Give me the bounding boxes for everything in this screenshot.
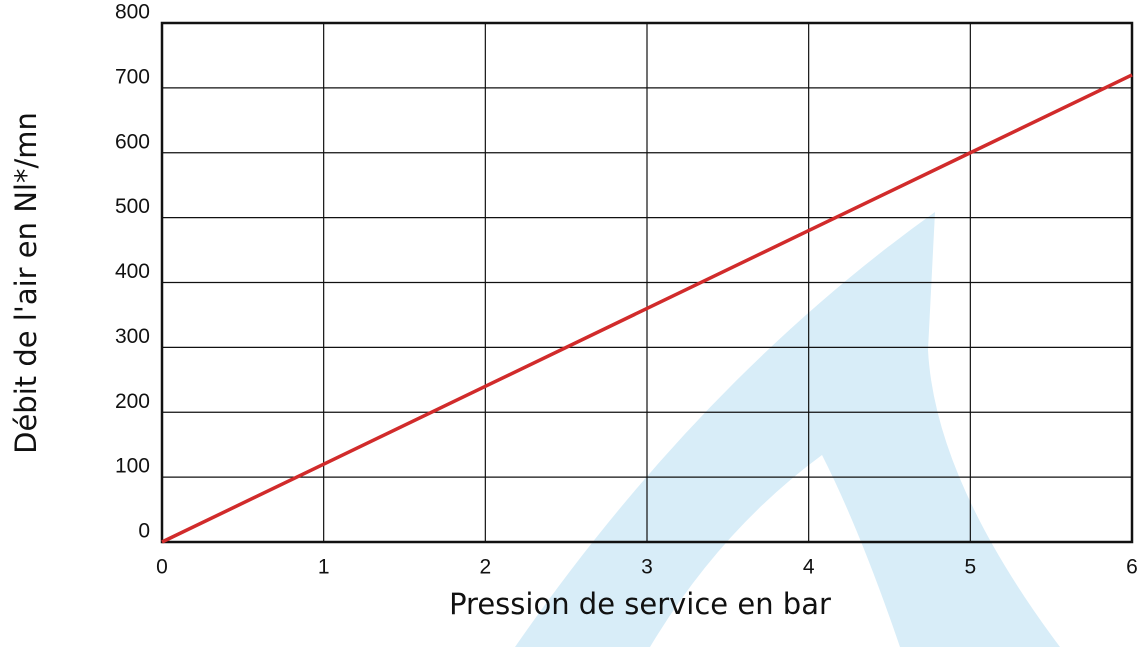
x-tick-label: 2 xyxy=(479,556,491,579)
y-tick-label: 500 xyxy=(115,195,150,218)
x-tick-label: 6 xyxy=(1126,556,1138,579)
y-tick-label: 800 xyxy=(115,1,150,24)
x-axis-title: Pression de service en bar xyxy=(449,587,831,621)
y-tick-label: 0 xyxy=(138,520,150,543)
y-tick-label: 400 xyxy=(115,260,150,283)
x-tick-label: 4 xyxy=(803,556,815,579)
x-tick-label: 0 xyxy=(156,556,168,579)
x-tick-label: 1 xyxy=(318,556,330,579)
x-tick-label: 5 xyxy=(964,556,976,579)
y-tick-label: 700 xyxy=(115,65,150,88)
watermark xyxy=(515,212,1060,647)
y-tick-label: 100 xyxy=(115,455,150,478)
chart: Pression de service en bar Débit de l'ai… xyxy=(0,0,1141,647)
x-tick-label: 3 xyxy=(641,556,653,579)
y-tick-label: 600 xyxy=(115,130,150,153)
y-tick-label: 300 xyxy=(115,325,150,348)
page: Pression de service en bar Débit de l'ai… xyxy=(0,0,1141,647)
y-axis-title: Débit de l'air en Nl*/mn xyxy=(9,112,43,454)
y-tick-label: 200 xyxy=(115,390,150,413)
